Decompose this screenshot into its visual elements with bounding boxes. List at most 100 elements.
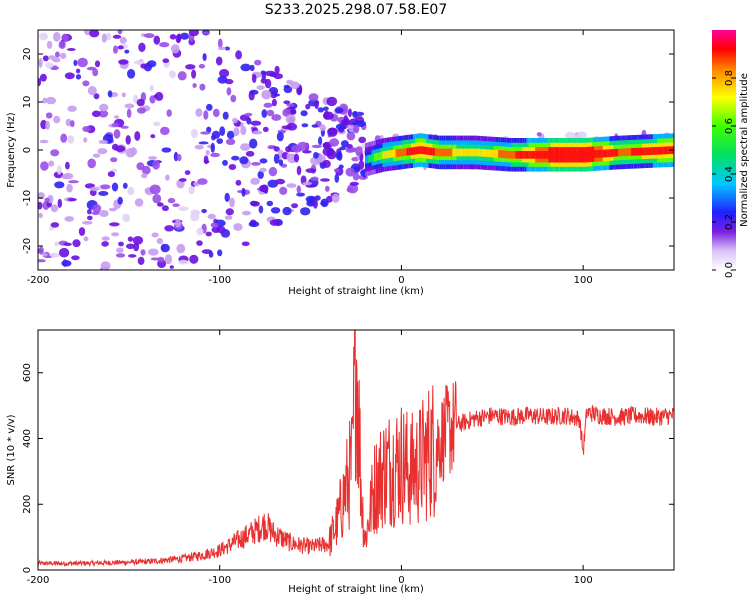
spectrogram-blob [89,30,100,38]
spectrogram-blob [260,70,266,75]
spectrogram-blob [188,185,195,195]
spectrogram-ridge-cell [635,147,638,156]
spectrogram-blob [320,198,329,208]
spectrogram-ridge-cell [426,147,429,155]
spectrogram-blob [270,90,278,99]
snr-x-tick-label: 100 [574,575,593,586]
spectrogram-blob [211,130,221,139]
spectrogram-blob [338,164,344,170]
spectrogram-blob [224,46,230,51]
spectrogram-blob [111,232,120,237]
spectrogram-blob [353,124,360,134]
spectrogram-ridge-cell [524,151,527,159]
spectrogram-ridge-cell [400,148,403,157]
spectrogram-blob [191,69,197,79]
spectrogram-ridge-cell [389,150,392,158]
spectrogram-blob [153,35,161,45]
spectrogram-ridge-cell [469,148,472,157]
spectrogram-blob [317,107,324,113]
spectrogram-blob [87,86,97,96]
spectrogram-blob [198,141,209,145]
spectrogram-blob [226,130,235,140]
spectrogram-blob [251,162,261,166]
spectrogram-blob [314,195,321,201]
spectrogram-blob [286,122,298,131]
spectrogram-ridge-cell [591,150,595,159]
spectrogram-blob [244,112,253,117]
spectrogram-ridge-cell [506,150,509,159]
spectrogram-ridge-cell [535,151,538,159]
spectrogram-blob [87,215,93,221]
spectrogram-blob [58,40,66,49]
spectrogram-ridge-cell [526,151,529,159]
spectrogram-blob [169,265,174,269]
spectrogram-blob [261,89,272,100]
spectrogram-blob [296,192,305,197]
spectrogram-blob [285,114,296,125]
spectrogram-blob [101,33,107,43]
spectrogram-blob [78,227,86,236]
spectrogram-blob [141,173,148,179]
spectrogram-blob [171,44,180,54]
spectrogram-blob [160,126,170,136]
spectrogram-blob [229,197,235,208]
spectrogram-blob [290,109,297,115]
spectrogram-blob [251,73,257,83]
spectrogram-blob [45,112,53,119]
spectrogram-blob [162,58,170,63]
spectrogram-blob [54,241,59,247]
spectrogram-blob [38,201,43,210]
spectrogram-ridge-cell [546,151,549,159]
spectrogram-blob [152,194,162,204]
spectrogram-blob [310,176,319,181]
spectrogram-x-ticks: -200 -100 0 100 [27,30,593,286]
spectrogram-blob [215,56,223,66]
spectrogram-blob [124,49,130,54]
spectrogram-blob [258,205,264,214]
snr-frame [37,329,675,571]
spectrogram-blob [194,144,204,150]
spectrogram-blob [240,125,247,136]
spectrogram-blob [169,70,176,79]
spectrogram-blob [242,210,251,216]
spectrogram-blob [259,167,267,173]
spectrogram-ridge-cell [487,149,490,158]
spectrogram-blob [317,154,326,163]
snr-line [38,330,674,568]
spectrogram-blob [202,53,207,62]
spectrogram-blob [38,259,46,263]
spectrogram-blob [355,146,363,156]
spectrogram-blob [313,152,319,159]
spectrogram-blob [263,102,273,108]
spectrogram-ridge-cell [539,151,542,159]
spectrogram-blob [92,68,99,77]
spectrogram-blob [185,64,196,70]
spectrogram-ridge-cell [517,151,520,159]
spectrogram-blob [252,130,263,135]
spectrogram-ridge-cell [583,151,586,159]
spectrogram-blob [296,165,302,176]
spectrogram-ridge-cell [602,149,605,158]
spectrogram-blob [53,31,61,42]
spectrogram-blob [205,231,212,237]
spectrogram-blob [282,206,292,216]
spectrogram-blob [324,185,330,192]
spectrogram-blob [66,48,76,51]
spectrogram-blob [99,210,109,217]
spectrogram-ridge [365,133,674,177]
colorbar-tick-label: 0.2 [724,214,735,230]
spectrogram-blob [83,236,89,242]
snr-y-tick-label: 400 [22,429,33,448]
spectrogram-blob [274,65,280,75]
spectrogram-ridge-cell [596,150,599,158]
spectrogram-y-tick-label: -10 [22,190,33,206]
spectrogram-blob [39,139,49,144]
spectrogram-blob [358,160,365,170]
spectrogram-ridge-cell [663,146,666,155]
spectrogram-blob [188,30,199,37]
spectrogram-blob [323,106,329,111]
spectrogram-ridge-cell [478,148,481,157]
spectrogram-ridge-cell [441,148,444,157]
spectrogram-ridge-cell [511,151,514,159]
